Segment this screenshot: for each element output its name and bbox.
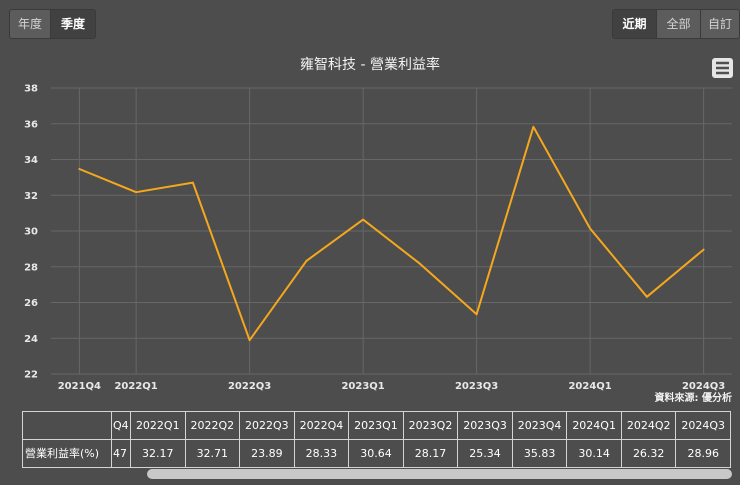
- period-toggle: 年度 季度: [9, 9, 96, 39]
- y-tick-label: 32: [24, 191, 38, 202]
- table-value-cell: 23.89: [239, 440, 294, 467]
- data-point[interactable]: [700, 246, 708, 254]
- x-tick-label: 2024Q3: [682, 381, 725, 392]
- table-header-cell: 2022Q2: [184, 412, 240, 439]
- y-axis-labels: 22 24 26 28 30 32 34 36 38: [24, 84, 38, 381]
- y-tick-label: 36: [24, 119, 38, 130]
- table-header-cell: 2023Q4: [511, 412, 567, 439]
- x-tick-label: 2022Q3: [228, 381, 271, 392]
- table-header-cell: 2024Q2: [620, 412, 676, 439]
- table-corner-cell: [23, 412, 111, 439]
- table-value-cell: 32.71: [184, 440, 240, 467]
- table-row: 營業利益率(%) 47 32.17 32.71 23.89 28.33 30.64 28.17…: [23, 439, 730, 467]
- data-point[interactable]: [416, 260, 424, 268]
- table-header-cell: 2023Q2: [402, 412, 458, 439]
- data-point[interactable]: [302, 257, 310, 265]
- y-tick-label: 30: [24, 227, 38, 238]
- data-point[interactable]: [473, 310, 481, 318]
- table-value-cell: 25.34: [457, 440, 512, 467]
- y-tick-label: 24: [24, 334, 38, 345]
- data-point[interactable]: [246, 336, 254, 344]
- table-header-cell: 2022Q1: [130, 412, 185, 439]
- data-point[interactable]: [132, 188, 140, 196]
- table-header-cell: 2022Q4: [293, 412, 349, 439]
- table-value-cell: 30.64: [348, 440, 403, 467]
- table-header-cell: 2023Q1: [348, 412, 403, 439]
- y-tick-label: 34: [24, 155, 38, 166]
- table-header-cell: 2024Q1: [566, 412, 621, 439]
- chart-title: 雍智科技 - 營業利益率: [300, 56, 440, 73]
- x-axis-labels: 2021Q4 2022Q1 2022Q3 2023Q1 2023Q3 2024Q1 2024…: [58, 381, 726, 392]
- table-value-cell: 28.96: [675, 440, 730, 467]
- data-point[interactable]: [75, 165, 83, 173]
- range-custom[interactable]: 自訂: [700, 10, 739, 38]
- data-point[interactable]: [359, 216, 367, 224]
- tab-annual[interactable]: 年度: [10, 10, 50, 38]
- y-tick-label: 22: [24, 370, 38, 381]
- table-header-cell: 2022Q3: [239, 412, 294, 439]
- data-point[interactable]: [586, 225, 594, 233]
- y-tick-label: 38: [24, 84, 38, 95]
- data-table: Q4 2022Q1 2022Q2 2022Q3 2022Q4 2023Q1 2023Q2 20…: [22, 411, 731, 468]
- y-tick-label: 26: [24, 298, 38, 309]
- x-tick-label: 2023Q3: [455, 381, 498, 392]
- table-value-cell: 26.32: [620, 440, 676, 467]
- table-header-row: Q4 2022Q1 2022Q2 2022Q3 2022Q4 2023Q1 2023Q2 20…: [23, 412, 730, 439]
- table-header-cell: 2023Q3: [457, 412, 512, 439]
- range-all[interactable]: 全部: [656, 10, 700, 38]
- table-value-cell: 35.83: [511, 440, 567, 467]
- data-point[interactable]: [643, 293, 651, 301]
- table-value-cell: 28.17: [402, 440, 458, 467]
- table-header-cell: 2024Q3: [675, 412, 730, 439]
- y-tick-label: 28: [24, 262, 38, 273]
- series-line-group: [75, 123, 708, 344]
- range-recent[interactable]: 近期: [613, 10, 656, 38]
- grid-lines: [51, 87, 732, 375]
- table-header-cell: Q4: [111, 412, 130, 439]
- table-row-label: 營業利益率(%): [25, 447, 100, 460]
- x-tick-label: 2022Q1: [114, 381, 157, 392]
- table-value-cell: 28.33: [293, 440, 349, 467]
- data-point[interactable]: [189, 179, 197, 187]
- table-value-cell: 47: [111, 440, 130, 467]
- hamburger-menu-icon[interactable]: [712, 58, 733, 78]
- series-line: [78, 125, 705, 342]
- x-tick-label: 2023Q1: [341, 381, 384, 392]
- table-scrollbar-thumb[interactable]: [147, 469, 732, 479]
- table-value-cell: 30.14: [566, 440, 621, 467]
- range-toggle: 近期 全部 自訂: [612, 9, 740, 39]
- data-point[interactable]: [529, 123, 537, 131]
- table-value-cell: 32.17: [130, 440, 185, 467]
- source-note: 資料來源: 優分析: [655, 391, 732, 404]
- x-tick-label: 2024Q1: [568, 381, 611, 392]
- tab-quarterly[interactable]: 季度: [50, 10, 95, 38]
- x-tick-label: 2021Q4: [58, 381, 101, 392]
